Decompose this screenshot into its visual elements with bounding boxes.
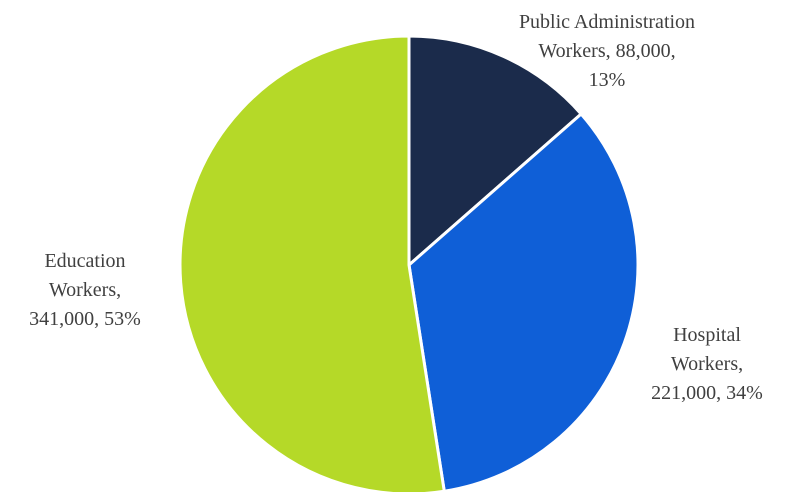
data-label-line: Workers, <box>671 353 743 375</box>
pie-slice-education <box>178 34 446 492</box>
pie-slice-public-administration <box>407 34 584 269</box>
data-label-line: Workers, 88,000, <box>538 40 675 62</box>
pie-slices <box>178 34 640 492</box>
data-label-line: 341,000, 53% <box>29 308 141 330</box>
data-label-line: 221,000, 34% <box>651 382 763 404</box>
data-label-line: 13% <box>589 69 626 91</box>
data-label-hospital: Hospital Workers, 221,000, 34% <box>651 324 763 404</box>
data-label-line: Hospital <box>673 324 741 346</box>
data-label-line: Public Administration <box>519 11 695 33</box>
data-label-education: Education Workers, 341,000, 53% <box>29 250 141 330</box>
pie-slice-hospital <box>407 111 640 492</box>
data-label-public-administration: Public Administration Workers, 88,000, 13% <box>519 11 695 91</box>
data-label-line: Education <box>44 250 125 272</box>
data-label-line: Workers, <box>49 279 121 301</box>
slice-labels: Public Administration Workers, 88,000, 13%… <box>29 11 763 404</box>
